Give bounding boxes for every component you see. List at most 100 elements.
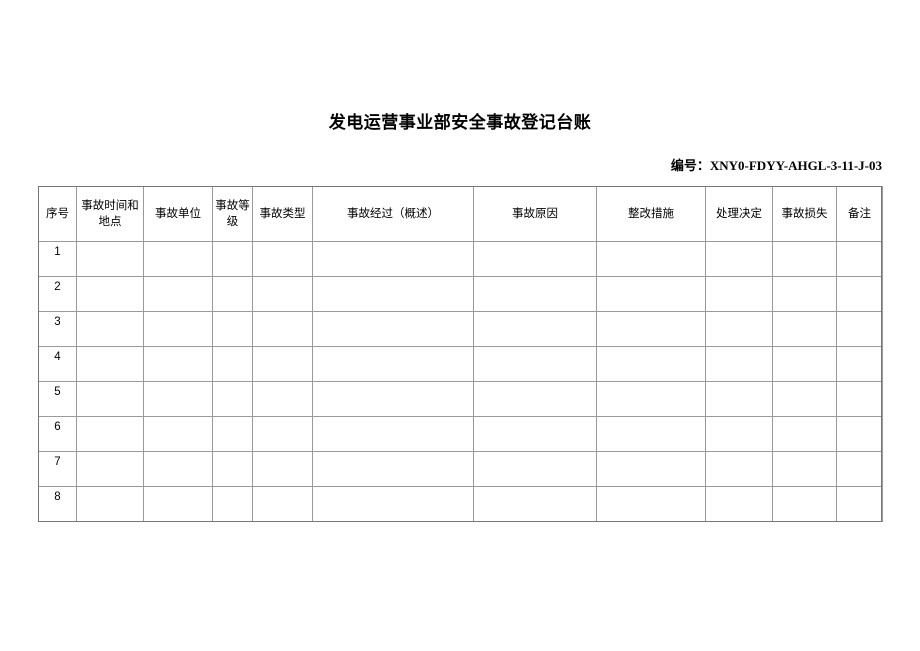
cell-process[interactable] bbox=[312, 241, 474, 277]
cell-type[interactable] bbox=[252, 241, 313, 277]
cell-measures[interactable] bbox=[596, 311, 706, 347]
cell-measures[interactable] bbox=[596, 241, 706, 277]
cell-type[interactable] bbox=[252, 486, 313, 522]
cell-measures[interactable] bbox=[596, 346, 706, 382]
cell-seq[interactable]: 5 bbox=[38, 381, 77, 417]
cell-process[interactable] bbox=[312, 486, 474, 522]
cell-remark[interactable] bbox=[836, 416, 883, 452]
cell-remark[interactable] bbox=[836, 451, 883, 487]
cell-time_place[interactable] bbox=[76, 381, 144, 417]
cell-level[interactable] bbox=[212, 276, 253, 312]
cell-decision[interactable] bbox=[705, 381, 773, 417]
cell-cause[interactable] bbox=[473, 241, 597, 277]
cell-cause[interactable] bbox=[473, 486, 597, 522]
cell-unit[interactable] bbox=[143, 346, 213, 382]
cell-level[interactable] bbox=[212, 381, 253, 417]
document-number: 编号：XNY0-FDYY-AHGL-3-11-J-03 bbox=[0, 157, 882, 175]
cell-loss[interactable] bbox=[772, 311, 837, 347]
accident-ledger-table: 序号 事故时间和地点 事故单位 事故等级 事故类型 事故经过（概述） 事故原因 整改措施 处理决… bbox=[38, 186, 883, 522]
cell-cause[interactable] bbox=[473, 416, 597, 452]
cell-time_place[interactable] bbox=[76, 451, 144, 487]
cell-process[interactable] bbox=[312, 311, 474, 347]
cell-cause[interactable] bbox=[473, 346, 597, 382]
cell-unit[interactable] bbox=[143, 486, 213, 522]
cell-cause[interactable] bbox=[473, 311, 597, 347]
cell-remark[interactable] bbox=[836, 486, 883, 522]
cell-unit[interactable] bbox=[143, 241, 213, 277]
cell-loss[interactable] bbox=[772, 346, 837, 382]
cell-time_place[interactable] bbox=[76, 241, 144, 277]
cell-measures[interactable] bbox=[596, 276, 706, 312]
table-row: 7 bbox=[38, 451, 883, 487]
cell-decision[interactable] bbox=[705, 346, 773, 382]
cell-decision[interactable] bbox=[705, 276, 773, 312]
cell-remark[interactable] bbox=[836, 241, 883, 277]
cell-level[interactable] bbox=[212, 241, 253, 277]
cell-level[interactable] bbox=[212, 451, 253, 487]
cell-type[interactable] bbox=[252, 451, 313, 487]
cell-unit[interactable] bbox=[143, 416, 213, 452]
cell-seq[interactable]: 4 bbox=[38, 346, 77, 382]
cell-measures[interactable] bbox=[596, 416, 706, 452]
cell-measures[interactable] bbox=[596, 486, 706, 522]
cell-time_place[interactable] bbox=[76, 311, 144, 347]
cell-unit[interactable] bbox=[143, 451, 213, 487]
table-row: 3 bbox=[38, 311, 883, 347]
cell-type[interactable] bbox=[252, 381, 313, 417]
cell-seq[interactable]: 7 bbox=[38, 451, 77, 487]
cell-remark[interactable] bbox=[836, 311, 883, 347]
cell-process[interactable] bbox=[312, 451, 474, 487]
cell-seq[interactable]: 3 bbox=[38, 311, 77, 347]
cell-seq[interactable]: 2 bbox=[38, 276, 77, 312]
table-row: 8 bbox=[38, 486, 883, 522]
column-header-measures: 整改措施 bbox=[596, 186, 706, 242]
cell-type[interactable] bbox=[252, 311, 313, 347]
cell-process[interactable] bbox=[312, 276, 474, 312]
cell-cause[interactable] bbox=[473, 381, 597, 417]
cell-seq[interactable]: 1 bbox=[38, 241, 77, 277]
column-header-cause: 事故原因 bbox=[473, 186, 597, 242]
cell-level[interactable] bbox=[212, 311, 253, 347]
cell-level[interactable] bbox=[212, 346, 253, 382]
cell-loss[interactable] bbox=[772, 451, 837, 487]
cell-decision[interactable] bbox=[705, 241, 773, 277]
cell-measures[interactable] bbox=[596, 381, 706, 417]
cell-level[interactable] bbox=[212, 486, 253, 522]
cell-type[interactable] bbox=[252, 276, 313, 312]
cell-seq[interactable]: 6 bbox=[38, 416, 77, 452]
cell-process[interactable] bbox=[312, 416, 474, 452]
cell-cause[interactable] bbox=[473, 451, 597, 487]
cell-time_place[interactable] bbox=[76, 416, 144, 452]
cell-time_place[interactable] bbox=[76, 346, 144, 382]
cell-type[interactable] bbox=[252, 346, 313, 382]
cell-cause[interactable] bbox=[473, 276, 597, 312]
cell-unit[interactable] bbox=[143, 381, 213, 417]
column-header-decision: 处理决定 bbox=[705, 186, 773, 242]
cell-decision[interactable] bbox=[705, 451, 773, 487]
cell-remark[interactable] bbox=[836, 381, 883, 417]
column-header-loss: 事故损失 bbox=[772, 186, 837, 242]
cell-time_place[interactable] bbox=[76, 276, 144, 312]
cell-unit[interactable] bbox=[143, 311, 213, 347]
cell-loss[interactable] bbox=[772, 381, 837, 417]
cell-time_place[interactable] bbox=[76, 486, 144, 522]
cell-remark[interactable] bbox=[836, 276, 883, 312]
cell-decision[interactable] bbox=[705, 311, 773, 347]
cell-process[interactable] bbox=[312, 381, 474, 417]
cell-level[interactable] bbox=[212, 416, 253, 452]
cell-remark[interactable] bbox=[836, 346, 883, 382]
cell-loss[interactable] bbox=[772, 416, 837, 452]
cell-type[interactable] bbox=[252, 416, 313, 452]
column-header-level: 事故等级 bbox=[212, 186, 253, 242]
cell-decision[interactable] bbox=[705, 416, 773, 452]
cell-decision[interactable] bbox=[705, 486, 773, 522]
cell-process[interactable] bbox=[312, 346, 474, 382]
cell-seq[interactable]: 8 bbox=[38, 486, 77, 522]
table-row: 2 bbox=[38, 276, 883, 312]
cell-unit[interactable] bbox=[143, 276, 213, 312]
cell-loss[interactable] bbox=[772, 276, 837, 312]
cell-loss[interactable] bbox=[772, 486, 837, 522]
cell-loss[interactable] bbox=[772, 241, 837, 277]
cell-measures[interactable] bbox=[596, 451, 706, 487]
column-header-process: 事故经过（概述） bbox=[312, 186, 474, 242]
